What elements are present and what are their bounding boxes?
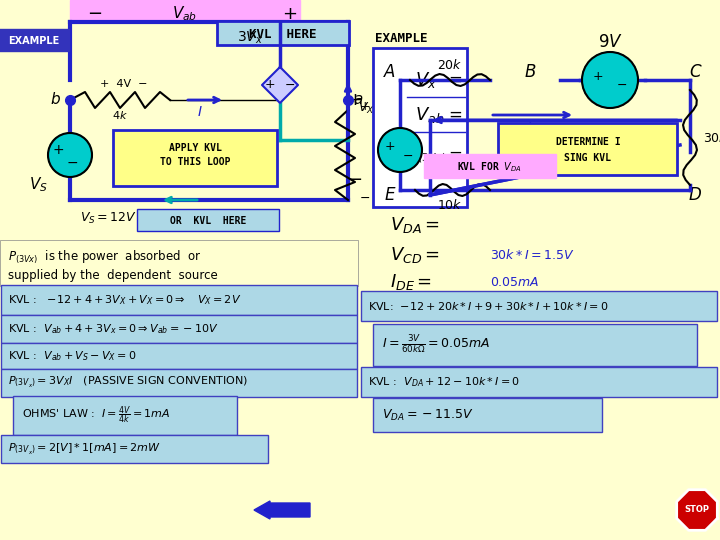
FancyBboxPatch shape (0, 240, 358, 286)
Text: KVL FOR $V_{DA}$: KVL FOR $V_{DA}$ (457, 160, 523, 174)
FancyBboxPatch shape (0, 29, 69, 51)
Text: $I$: $I$ (527, 118, 533, 132)
Text: $V_{ab}$: $V_{ab}$ (415, 105, 444, 125)
Text: $4k$: $4k$ (112, 109, 128, 121)
Text: a: a (354, 92, 363, 107)
Text: KVL :  $V_{ab} + V_S - V_X = 0$: KVL : $V_{ab} + V_S - V_X = 0$ (8, 349, 137, 363)
Circle shape (378, 128, 422, 172)
Text: $30k*I = 1.5V$: $30k*I = 1.5V$ (490, 248, 575, 262)
Text: $V_{CD} =$: $V_{CD} =$ (390, 245, 440, 265)
FancyBboxPatch shape (1, 343, 357, 369)
Text: +: + (360, 100, 371, 113)
FancyBboxPatch shape (217, 21, 349, 45)
Text: b: b (50, 92, 60, 107)
Text: $P_{(3Vx)}$: $P_{(3Vx)}$ (408, 145, 447, 165)
Text: B: B (524, 63, 536, 81)
FancyBboxPatch shape (1, 435, 268, 463)
Text: +  4V  −: + 4V − (100, 79, 148, 89)
FancyBboxPatch shape (424, 154, 556, 178)
Bar (360, 0, 720, 540)
Text: $30k$: $30k$ (703, 131, 720, 145)
Text: =: = (448, 146, 462, 164)
Text: $V_{DA} =$: $V_{DA} =$ (390, 215, 440, 235)
Text: $I$: $I$ (197, 105, 203, 119)
Text: −: − (284, 78, 295, 91)
Text: −: − (402, 150, 413, 163)
Text: $10k$: $10k$ (437, 198, 463, 212)
Text: +: + (593, 70, 603, 83)
Text: SING KVL: SING KVL (564, 153, 611, 163)
Text: KVL :   $-12 + 4 + 3V_X + V_X = 0 \Rightarrow$   $V_X = 2V$: KVL : $-12 + 4 + 3V_X + V_X = 0 \Rightar… (8, 293, 241, 307)
Circle shape (582, 52, 638, 108)
FancyBboxPatch shape (373, 398, 602, 432)
Text: $V_S = 12V$: $V_S = 12V$ (80, 211, 137, 226)
Text: −: − (360, 192, 371, 205)
Text: KVL:  $-12 + 20k*I + 9 + 30k*I + 10k*I = 0$: KVL: $-12 + 20k*I + 9 + 30k*I + 10k*I = … (368, 300, 608, 312)
Text: DETERMINE I: DETERMINE I (556, 137, 621, 147)
Text: $20k$: $20k$ (437, 58, 463, 72)
Text: APPLY KVL
TO THIS LOOP: APPLY KVL TO THIS LOOP (160, 143, 230, 167)
Text: $V_{DA} = -11.5V$: $V_{DA} = -11.5V$ (382, 408, 474, 422)
FancyBboxPatch shape (1, 369, 357, 397)
Text: KVL :  $V_{ab} + 4 + 3V_x = 0 \Rightarrow  V_{ab} = -10V$: KVL : $V_{ab} + 4 + 3V_x = 0 \Rightarrow… (8, 322, 219, 336)
Text: =: = (448, 106, 462, 124)
Text: +: + (265, 78, 275, 91)
Text: KVL  HERE: KVL HERE (249, 28, 317, 40)
Text: STOP: STOP (685, 505, 709, 515)
FancyBboxPatch shape (498, 123, 677, 175)
Bar (0, 0, 360, 540)
Bar (0, 240, 360, 540)
Polygon shape (262, 67, 298, 103)
Text: $I = \frac{3V}{60k\Omega} = 0.05mA$: $I = \frac{3V}{60k\Omega} = 0.05mA$ (382, 334, 490, 356)
Text: E: E (384, 186, 395, 204)
Text: −: − (617, 78, 627, 91)
Text: $V_X$: $V_X$ (358, 100, 374, 116)
Text: $I_{DE} =$: $I_{DE} =$ (390, 272, 432, 292)
Text: D: D (688, 186, 701, 204)
Text: $0.05mA$: $0.05mA$ (490, 275, 539, 288)
Text: +: + (52, 143, 64, 157)
Circle shape (48, 133, 92, 177)
Text: $P_{(3Vx)}$  is the power  absorbed  or: $P_{(3Vx)}$ is the power absorbed or (8, 248, 202, 266)
Text: A: A (384, 63, 396, 81)
Text: $9V$: $9V$ (598, 33, 623, 51)
FancyArrow shape (254, 501, 310, 519)
Text: +: + (384, 139, 395, 152)
FancyBboxPatch shape (137, 209, 279, 231)
Text: $V_x$: $V_x$ (415, 70, 437, 90)
Text: OHMS' LAW :  $I = \frac{4V}{4k} = 1mA$: OHMS' LAW : $I = \frac{4V}{4k} = 1mA$ (22, 404, 171, 426)
FancyBboxPatch shape (361, 367, 717, 397)
Bar (70, 0, 300, 22)
Text: $3V_x$: $3V_x$ (237, 30, 263, 46)
Text: −: − (87, 5, 102, 23)
FancyBboxPatch shape (113, 130, 277, 186)
Text: $V_{ab}$: $V_{ab}$ (172, 5, 197, 23)
Text: $V_S$: $V_S$ (29, 176, 48, 194)
Text: KVL :  $V_{DA} + 12 - 10k*I = 0$: KVL : $V_{DA} + 12 - 10k*I = 0$ (368, 375, 520, 389)
Text: C: C (689, 63, 701, 81)
Polygon shape (677, 490, 717, 530)
Text: supplied by the  dependent  source: supplied by the dependent source (8, 269, 217, 282)
Text: +: + (282, 5, 297, 23)
FancyBboxPatch shape (13, 396, 237, 435)
FancyBboxPatch shape (1, 315, 357, 343)
FancyBboxPatch shape (1, 285, 357, 315)
Text: +: + (348, 91, 362, 109)
Text: $P_{(3V_x)} = 2[V]*1[mA] = 2mW$: $P_{(3V_x)} = 2[V]*1[mA] = 2mW$ (8, 442, 161, 456)
Text: OR  KVL  HERE: OR KVL HERE (170, 216, 246, 226)
FancyBboxPatch shape (373, 48, 467, 207)
Text: =: = (448, 71, 462, 89)
Text: −: − (348, 171, 363, 189)
Text: $P_{(3V_x)} = 3V_X I$   (PASSIVE SIGN CONVENTION): $P_{(3V_x)} = 3V_X I$ (PASSIVE SIGN CONV… (8, 375, 248, 389)
Text: EXAMPLE: EXAMPLE (9, 36, 60, 46)
Text: EXAMPLE: EXAMPLE (375, 31, 428, 44)
Text: −: − (66, 156, 78, 170)
Bar (360, 290, 720, 540)
FancyBboxPatch shape (361, 291, 717, 321)
FancyBboxPatch shape (373, 324, 697, 366)
